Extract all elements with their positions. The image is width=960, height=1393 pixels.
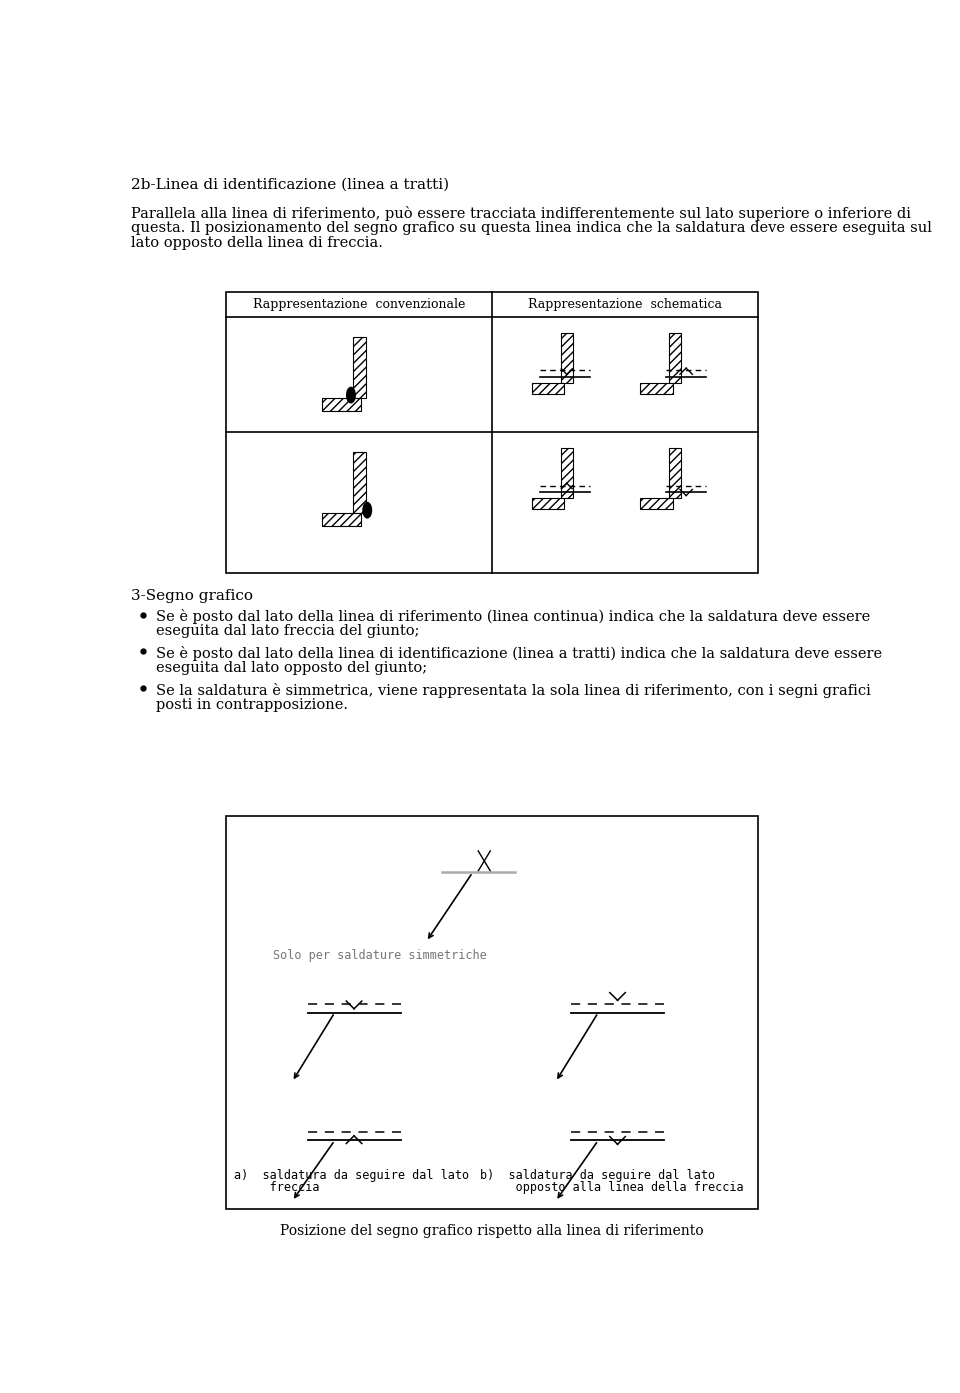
Text: questa. Il posizionamento del segno grafico su questa linea indica che la saldat: questa. Il posizionamento del segno graf… [131, 221, 932, 235]
Bar [322, 398, 361, 411]
Text: b)  saldatura da seguire dal lato: b) saldatura da seguire dal lato [480, 1169, 715, 1181]
Bar [352, 337, 366, 398]
Text: 3-Segno grafico: 3-Segno grafico [131, 589, 252, 603]
Text: Rappresentazione  schematica: Rappresentazione schematica [528, 298, 722, 311]
Text: freccia: freccia [234, 1181, 320, 1194]
Bar [532, 383, 564, 394]
Text: opposto alla linea della freccia: opposto alla linea della freccia [480, 1181, 744, 1194]
Text: a)  saldatura da seguire dal lato: a) saldatura da seguire dal lato [234, 1169, 469, 1181]
Text: lato opposto della linea di freccia.: lato opposto della linea di freccia. [131, 237, 383, 251]
Bar [227, 816, 757, 1209]
Bar [669, 447, 681, 497]
Bar [322, 513, 361, 527]
Bar [561, 447, 572, 497]
Text: Se è posto dal lato della linea di identificazione (linea a tratti) indica che l: Se è posto dal lato della linea di ident… [156, 646, 882, 662]
Bar [640, 497, 673, 510]
Bar [532, 497, 564, 510]
Text: Posizione del segno grafico rispetto alla linea di riferimento: Posizione del segno grafico rispetto all… [280, 1224, 704, 1238]
Bar [561, 333, 572, 383]
Text: 2b-Linea di identificazione (linea a tratti): 2b-Linea di identificazione (linea a tra… [131, 178, 449, 192]
Text: eseguita dal lato freccia del giunto;: eseguita dal lato freccia del giunto; [156, 624, 420, 638]
Text: Rappresentazione  convenzionale: Rappresentazione convenzionale [252, 298, 466, 311]
Bar [640, 383, 673, 394]
Text: Se è posto dal lato della linea di riferimento (linea continua) indica che la sa: Se è posto dal lato della linea di rifer… [156, 609, 870, 624]
Text: Solo per saldature simmetriche: Solo per saldature simmetriche [273, 949, 487, 961]
Ellipse shape [363, 503, 372, 518]
Bar [352, 451, 366, 513]
Text: Parallela alla linea di riferimento, può essere tracciata indifferentemente sul : Parallela alla linea di riferimento, può… [131, 206, 911, 220]
Text: Se la saldatura è simmetrica, viene rappresentata la sola linea di riferimento, : Se la saldatura è simmetrica, viene rapp… [156, 683, 871, 698]
Ellipse shape [347, 387, 355, 403]
Bar [227, 293, 757, 573]
Text: eseguita dal lato opposto del giunto;: eseguita dal lato opposto del giunto; [156, 660, 427, 674]
Text: posti in contrapposizione.: posti in contrapposizione. [156, 698, 348, 712]
Bar [669, 333, 681, 383]
